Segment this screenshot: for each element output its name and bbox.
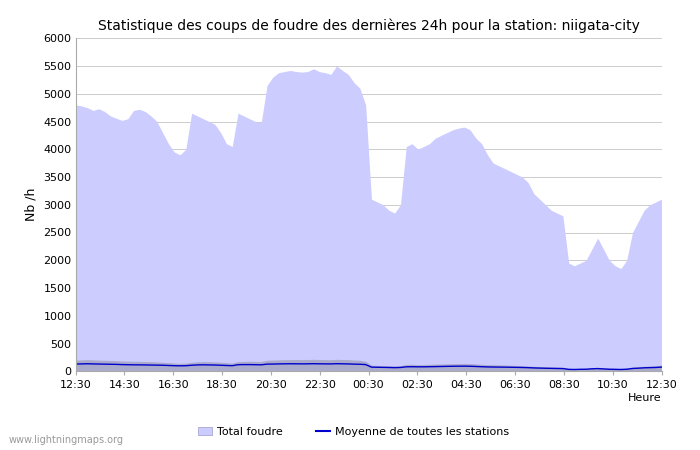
Title: Statistique des coups de foudre des dernières 24h pour la station: niigata-city: Statistique des coups de foudre des dern…: [97, 18, 640, 33]
Text: Heure: Heure: [628, 393, 661, 403]
Text: www.lightningmaps.org: www.lightningmaps.org: [8, 435, 123, 445]
Y-axis label: Nb /h: Nb /h: [25, 188, 38, 221]
